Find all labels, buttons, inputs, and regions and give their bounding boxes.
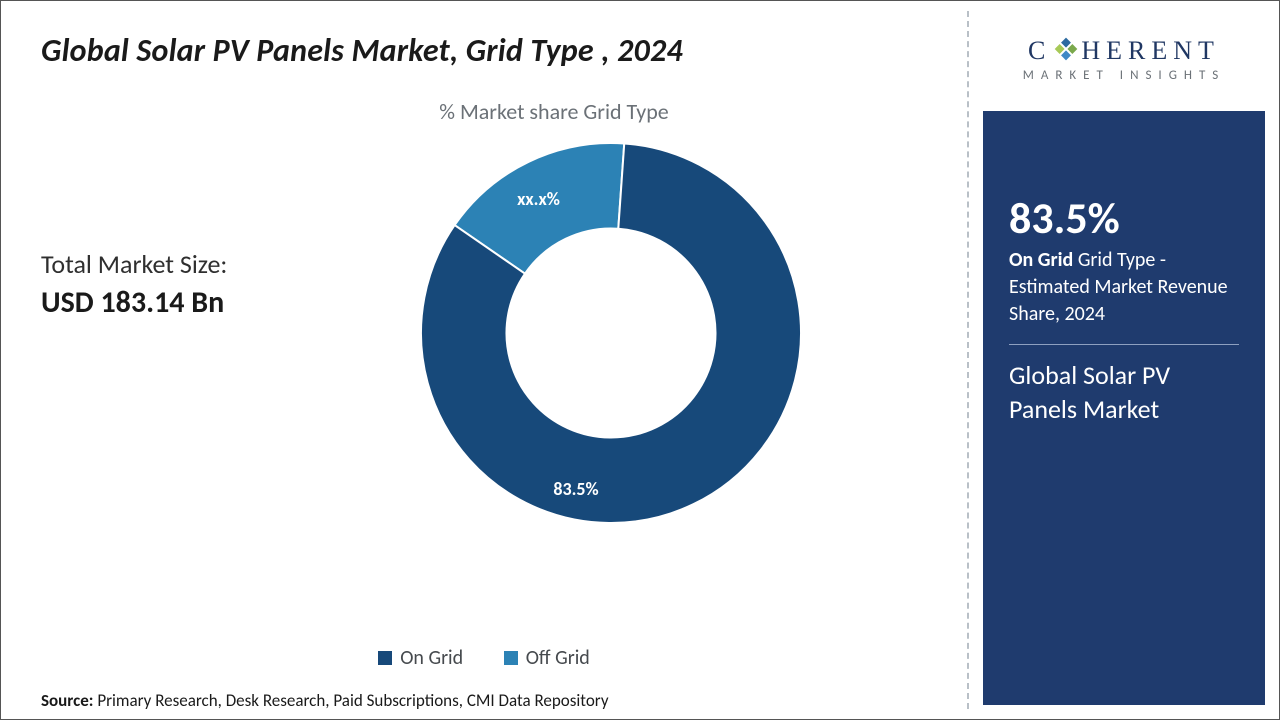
market-size-block: Total Market Size: USD 183.14 Bn — [41, 248, 227, 321]
brand-glyph-icon — [1053, 36, 1079, 62]
source-line: Source: Primary Research, Desk Research,… — [41, 690, 609, 711]
legend-label-on-grid: On Grid — [400, 646, 463, 670]
legend-swatch-on-grid — [378, 651, 392, 665]
brand-logo: C HERENT MARKET INSIGHTS — [983, 19, 1265, 99]
panel-headline: 83.5% — [1009, 191, 1239, 245]
brand-subtext: MARKET INSIGHTS — [1023, 68, 1226, 83]
main-area: Global Solar PV Panels Market, Grid Type… — [1, 1, 967, 719]
page-title: Global Solar PV Panels Market, Grid Type… — [41, 31, 947, 70]
legend-item-on-grid: On Grid — [378, 646, 463, 670]
infographic-frame: Global Solar PV Panels Market, Grid Type… — [0, 0, 1280, 720]
chart-area: Total Market Size: USD 183.14 Bn 83.5% x… — [41, 133, 947, 563]
source-text: Primary Research, Desk Research, Paid Su… — [97, 690, 608, 711]
market-size-value: USD 183.14 Bn — [41, 284, 227, 321]
brand-letter-c: C — [1028, 36, 1051, 65]
legend-swatch-off-grid — [504, 651, 518, 665]
donut-chart: 83.5% xx.x% — [411, 133, 811, 533]
side-column: C HERENT MARKET INSIGHTS 83.5% On Grid Gr… — [969, 1, 1279, 719]
chart-subtitle: % Market share Grid Type — [161, 98, 947, 125]
highlight-panel: 83.5% On Grid Grid Type - Estimated Mark… — [983, 111, 1265, 705]
slice-label-on-grid: 83.5% — [553, 478, 598, 500]
legend-label-off-grid: Off Grid — [526, 646, 590, 670]
panel-divider — [1009, 344, 1239, 345]
source-label: Source: — [41, 690, 93, 711]
slice-label-off-grid: xx.x% — [517, 188, 560, 210]
panel-desc-bold: On Grid — [1009, 248, 1073, 272]
chart-legend: On Grid Off Grid — [1, 646, 967, 671]
market-size-label: Total Market Size: — [41, 248, 227, 280]
brand-wordmark: C HERENT — [1023, 36, 1226, 66]
panel-market-name: Global Solar PV Panels Market — [1009, 359, 1239, 427]
panel-description: On Grid Grid Type - Estimated Market Rev… — [1009, 247, 1239, 328]
donut-svg — [411, 133, 811, 533]
brand-rest: HERENT — [1081, 36, 1220, 65]
legend-item-off-grid: Off Grid — [504, 646, 590, 670]
